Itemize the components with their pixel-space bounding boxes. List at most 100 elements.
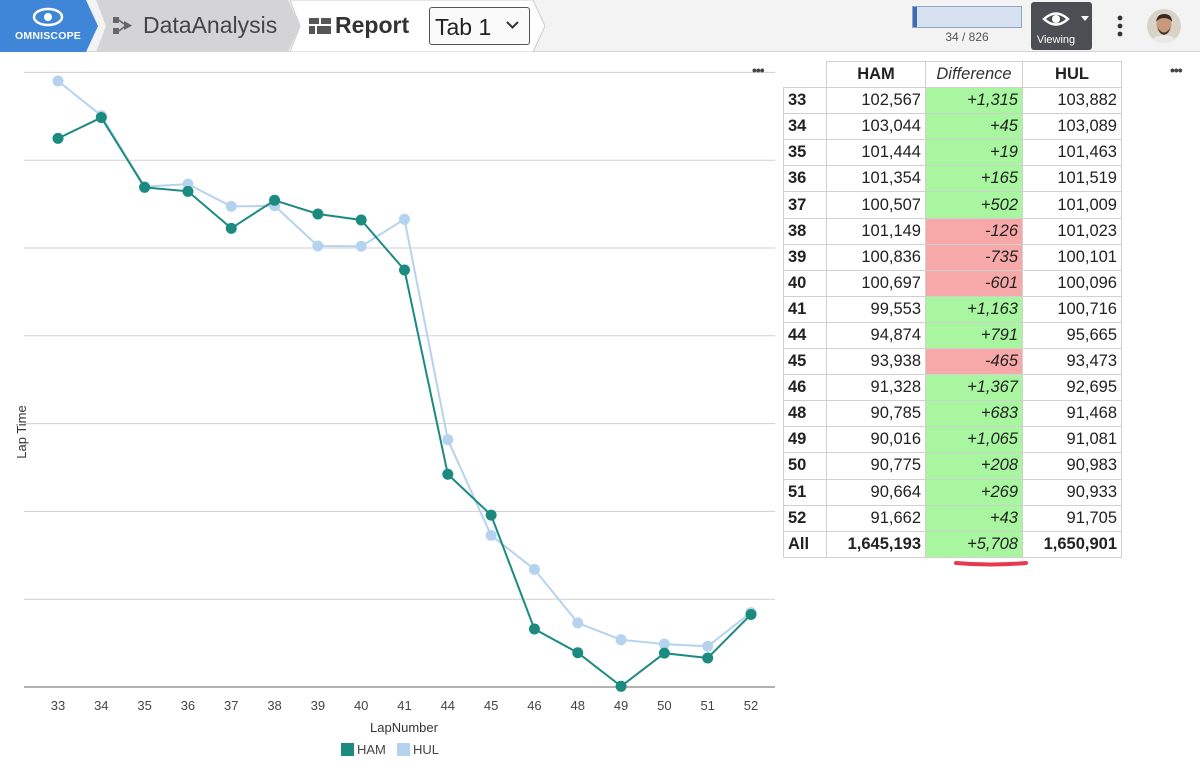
data-point-ham[interactable]	[225, 222, 237, 234]
row-hul-cell: 90,933	[1022, 478, 1122, 506]
row-hul-cell: 91,081	[1022, 426, 1122, 454]
data-point-ham[interactable]	[702, 652, 714, 664]
data-point-ham[interactable]	[312, 208, 324, 220]
row-difference-cell: -735	[925, 243, 1023, 271]
data-point-ham[interactable]	[442, 468, 454, 480]
data-point-hul[interactable]	[485, 529, 497, 541]
row-difference-cell: -465	[925, 348, 1023, 376]
more-menu-button[interactable]	[1110, 12, 1130, 40]
legend-label-hul: HUL	[413, 742, 439, 757]
row-ham-cell: 90,785	[826, 400, 926, 428]
x-tick-label: 52	[744, 698, 758, 713]
x-tick-label: 44	[441, 698, 455, 713]
row-difference-cell: +502	[925, 191, 1023, 219]
omniscope-logo[interactable]: OMNISCOPE	[0, 0, 98, 52]
data-point-hul[interactable]	[312, 240, 324, 252]
data-point-ham[interactable]	[528, 623, 540, 635]
row-hul-cell: 100,101	[1022, 243, 1122, 271]
row-difference-cell: +208	[925, 452, 1023, 480]
row-hul-cell: 103,089	[1022, 113, 1122, 141]
row-difference-cell: +19	[925, 139, 1023, 167]
data-point-hul[interactable]	[442, 434, 454, 446]
table-header-difference[interactable]: Difference	[925, 60, 1023, 89]
chart-legend: HAM HUL	[341, 742, 439, 757]
row-lap-cell: 50	[783, 452, 827, 480]
table-row: 49 90,016 +1,065 91,081	[783, 426, 1122, 454]
row-lap-cell: 39	[783, 243, 827, 271]
row-ham-cell: 103,044	[826, 113, 926, 141]
row-hul-cell: 100,716	[1022, 295, 1122, 323]
data-point-ham[interactable]	[52, 132, 64, 144]
data-point-ham[interactable]	[615, 680, 627, 692]
table-row: 40 100,697 -601 100,096	[783, 269, 1122, 297]
data-point-hul[interactable]	[572, 617, 584, 629]
row-hul-cell: 101,463	[1022, 139, 1122, 167]
chevron-down-icon	[506, 21, 519, 29]
row-difference-cell: +45	[925, 113, 1023, 141]
table-options-button[interactable]: •••	[1170, 62, 1183, 78]
record-progress-bar	[912, 6, 1022, 28]
series-line-hul	[57, 80, 752, 648]
breadcrumb-dataanalysis[interactable]: DataAnalysis	[96, 0, 302, 52]
row-ham-cell: 101,149	[826, 217, 926, 245]
data-point-hul[interactable]	[615, 634, 627, 646]
chart-options-button[interactable]: •••	[752, 62, 765, 78]
table-row: 39 100,836 -735 100,101	[783, 243, 1122, 271]
legend-item-hul[interactable]: HUL	[397, 742, 439, 757]
x-tick-label: 34	[94, 698, 108, 713]
table-header-hul[interactable]: HUL	[1022, 60, 1122, 89]
legend-item-ham[interactable]: HAM	[341, 742, 386, 757]
row-ham-cell: 94,874	[826, 321, 926, 350]
row-difference-cell: +269	[925, 478, 1023, 506]
data-point-ham[interactable]	[182, 185, 194, 197]
data-point-ham[interactable]	[485, 509, 497, 521]
data-point-hul[interactable]	[702, 640, 714, 652]
x-tick-label: 39	[311, 698, 325, 713]
data-point-hul[interactable]	[399, 213, 410, 225]
user-avatar[interactable]	[1147, 9, 1181, 43]
data-point-ham[interactable]	[399, 264, 410, 276]
chart-series	[52, 75, 757, 692]
row-lap-cell: 33	[783, 87, 827, 115]
row-ham-cell: 90,664	[826, 478, 926, 506]
x-tick-label: 37	[224, 698, 238, 713]
table-row: 52 91,662 +43 91,705	[783, 504, 1122, 532]
row-hul-cell: 101,009	[1022, 191, 1122, 219]
row-difference-cell: +43	[925, 504, 1023, 532]
table-row: 48 90,785 +683 91,468	[783, 400, 1122, 428]
x-tick-label: 49	[614, 698, 628, 713]
lap-difference-table: HAM Difference HUL 33 102,567 +1,315 103,88…	[783, 60, 1122, 558]
table-row: 41 99,553 +1,163 100,716	[783, 295, 1122, 323]
data-point-ham[interactable]	[355, 214, 367, 226]
table-total-row: All 1,645,193 +5,708 1,650,901	[783, 530, 1122, 558]
series-hul	[52, 75, 757, 652]
data-point-hul[interactable]	[52, 75, 64, 87]
data-point-hul[interactable]	[355, 240, 367, 252]
data-point-hul[interactable]	[225, 200, 237, 212]
data-point-ham[interactable]	[95, 112, 107, 124]
row-lap-cell: 49	[783, 426, 827, 454]
row-lap-cell: 46	[783, 374, 827, 402]
data-point-ham[interactable]	[572, 647, 584, 659]
data-point-ham[interactable]	[269, 194, 281, 206]
row-lap-cell: 37	[783, 191, 827, 219]
logo-text: OMNISCOPE	[15, 30, 81, 42]
row-difference-cell: +791	[925, 321, 1023, 350]
data-point-hul[interactable]	[528, 563, 540, 575]
row-ham-cell: 91,328	[826, 374, 926, 402]
legend-label-ham: HAM	[357, 742, 386, 757]
table-row: 34 103,044 +45 103,089	[783, 113, 1122, 141]
viewing-mode-button[interactable]: Viewing	[1031, 2, 1092, 50]
row-ham-cell: 100,697	[826, 269, 926, 297]
top-bar: OMNISCOPE DataAnalysis Report	[0, 0, 1200, 52]
data-point-ham[interactable]	[139, 181, 151, 193]
row-hul-cell: 101,519	[1022, 165, 1122, 193]
data-point-ham[interactable]	[658, 647, 670, 659]
data-point-hul[interactable]	[658, 638, 670, 650]
data-point-ham[interactable]	[745, 608, 757, 620]
tab-selector[interactable]: Tab 1	[429, 7, 530, 45]
x-tick-label: 40	[354, 698, 368, 713]
row-lap-cell: 52	[783, 504, 827, 532]
table-header-ham[interactable]: HAM	[826, 60, 926, 89]
workflow-icon	[113, 17, 132, 34]
